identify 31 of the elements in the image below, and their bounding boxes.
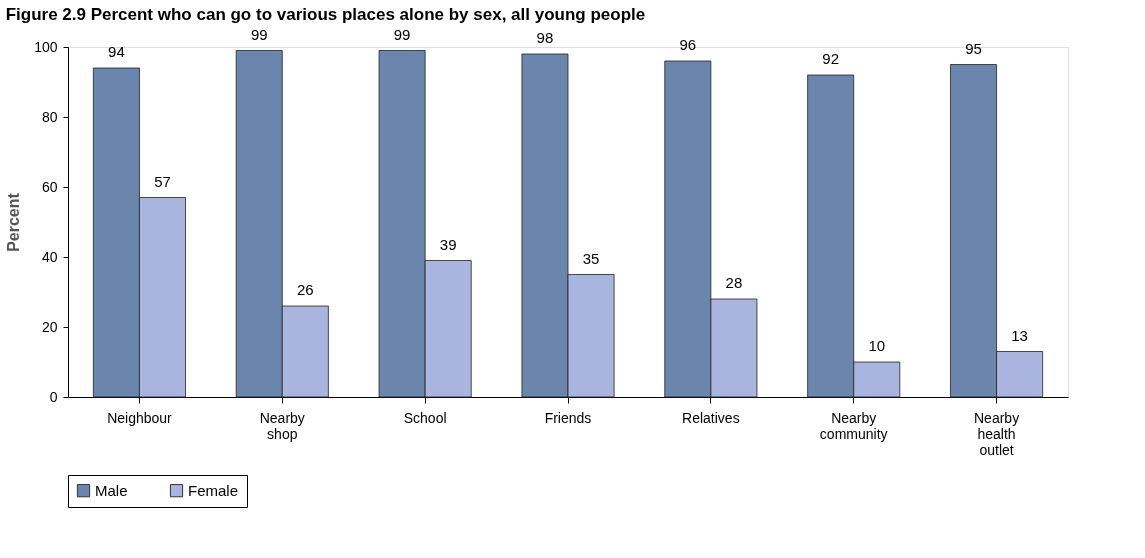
x-tick-label: Nearby shop	[259, 409, 305, 442]
y-tick-label: 20	[41, 318, 58, 335]
data-label: 13	[1011, 326, 1028, 344]
data-label: 96	[679, 36, 697, 53]
x-tick-label: Neighbour	[107, 409, 173, 426]
data-label: 98	[536, 29, 554, 46]
data-label: 26	[296, 281, 314, 298]
x-tick-label: Relatives	[682, 409, 740, 426]
x-tick-label: School	[403, 409, 447, 426]
data-label: 35	[582, 249, 600, 267]
data-label: 99	[250, 25, 268, 43]
y-tick-label: 0	[49, 388, 58, 405]
data-label: 95	[965, 39, 982, 57]
y-tick-label: 40	[41, 248, 58, 265]
data-label: 92	[822, 50, 840, 67]
y-tick-label: 80	[41, 108, 58, 125]
legend-label: Male	[95, 481, 128, 499]
y-tick-label: 60	[41, 178, 58, 195]
data-label: 99	[393, 25, 411, 43]
x-tick-label: Nearby health outlet	[974, 409, 1020, 458]
x-tick-label: Nearby community	[819, 409, 888, 442]
data-label: 39	[439, 235, 457, 253]
data-label: 10	[868, 337, 886, 354]
data-label: 57	[154, 172, 171, 190]
data-label: 94	[108, 43, 125, 60]
y-tick-label: 100	[34, 38, 58, 55]
legend-label: Female	[188, 481, 239, 499]
data-label: 28	[725, 274, 743, 291]
chart-title: Figure 2.9 Percent who can go to various places alone by sex, all young people	[5, 4, 646, 24]
y-axis-title: Percent	[5, 192, 23, 252]
x-tick-label: Friends	[544, 409, 592, 426]
